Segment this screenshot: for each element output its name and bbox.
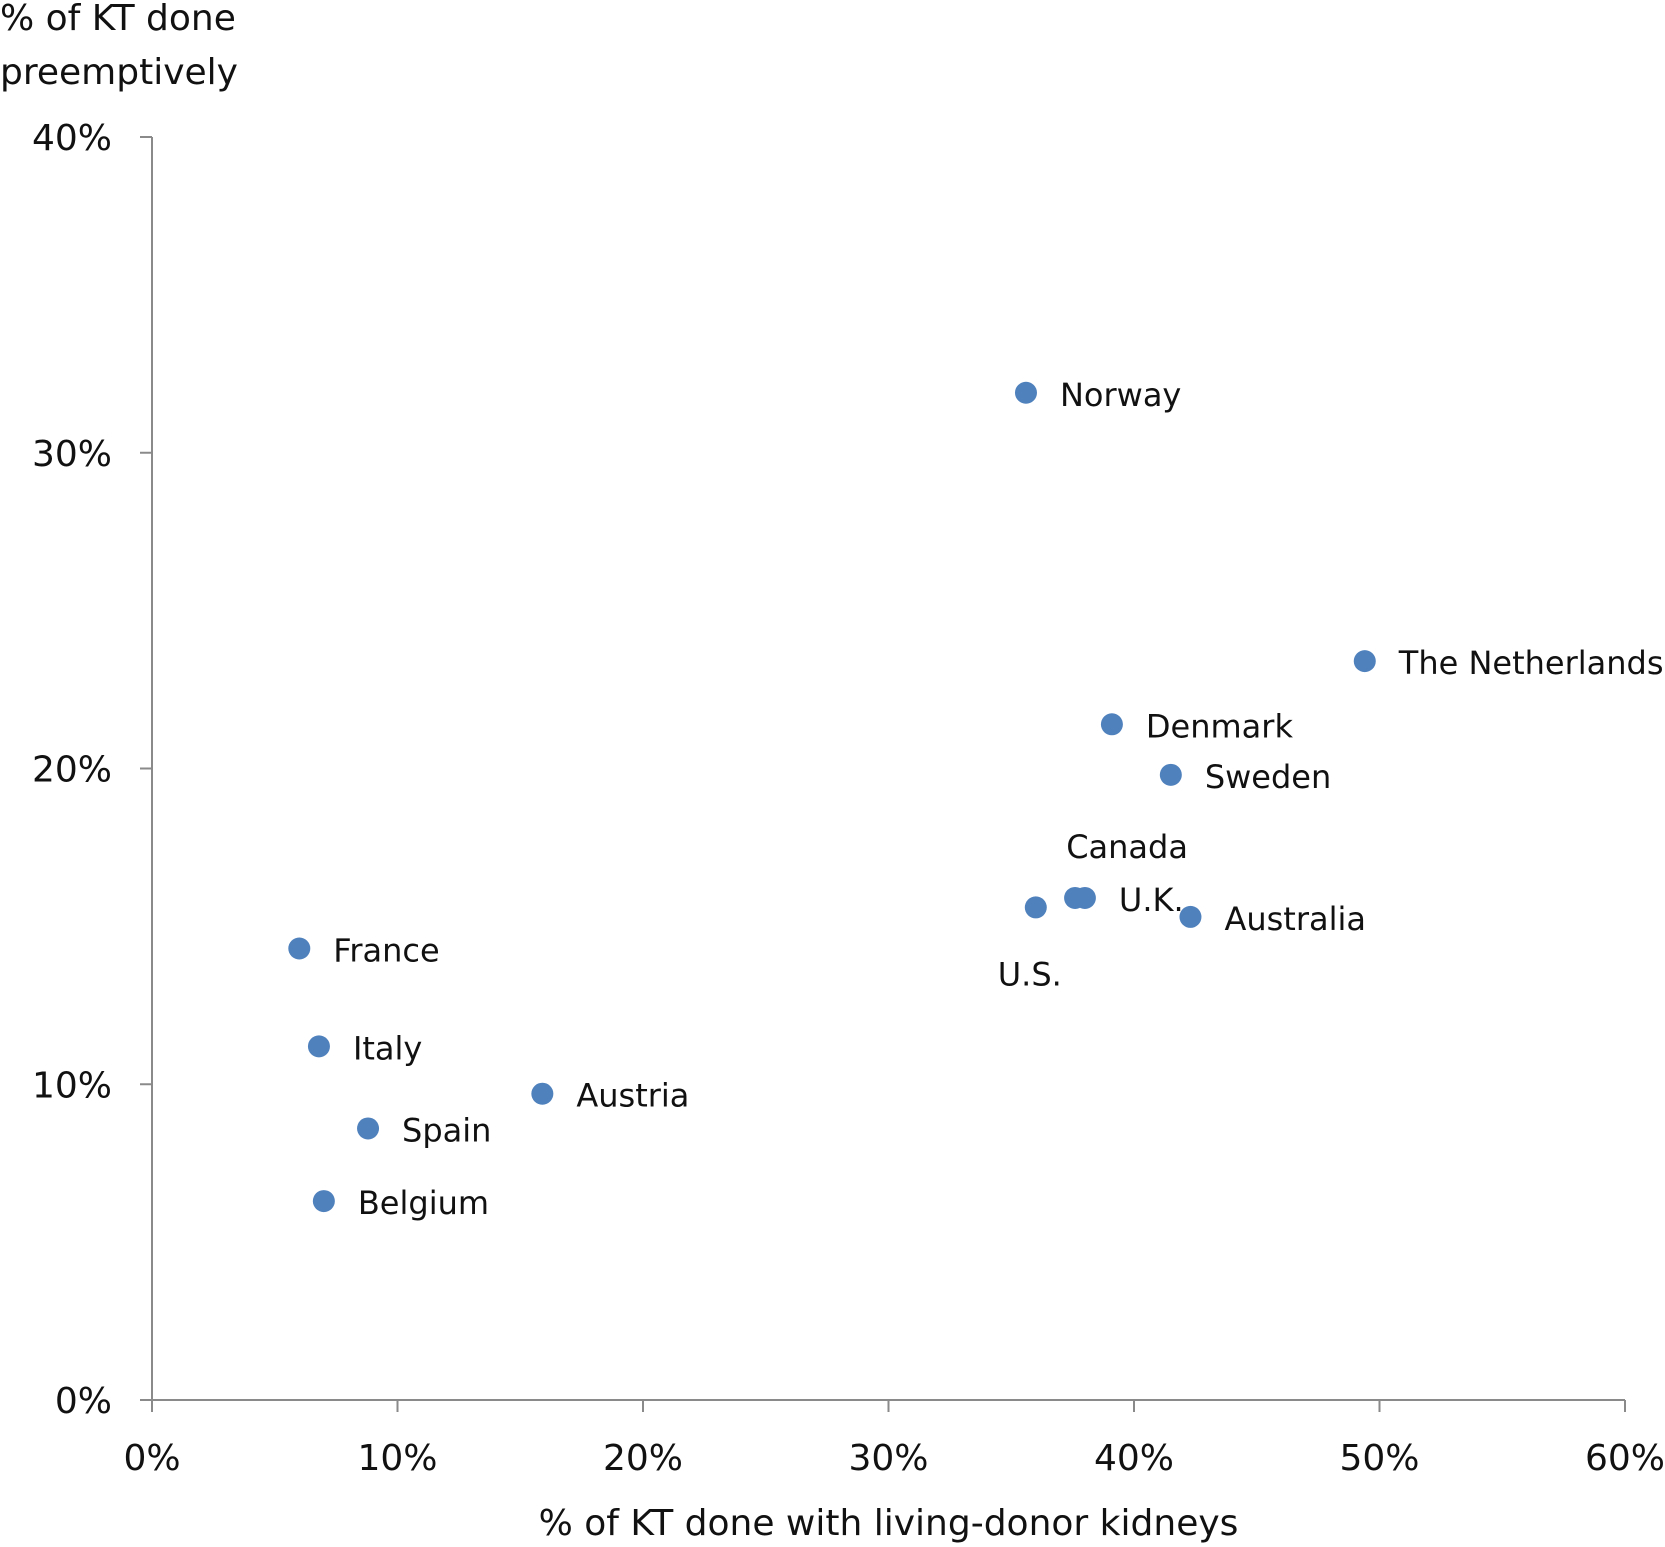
x-tick-label: 40% [1094,1438,1174,1479]
data-point-label: Denmark [1146,707,1294,745]
x-axis-title: % of KT done with living-donor kidneys [539,1503,1239,1544]
y-tick-label: 0% [55,1381,112,1422]
data-point [531,1082,554,1105]
data-point-label: Norway [1060,376,1181,414]
data-point-label: Canada [1066,828,1188,866]
data-point [1353,650,1376,673]
data-point [1100,713,1123,736]
data-point [1024,896,1047,919]
y-ticks: 0% 10% 20% 30% 40% [32,118,152,1422]
data-points [288,381,1376,1213]
y-axis-title: % of KT done preemptively [0,0,238,93]
y-tick-label: 40% [32,118,112,159]
data-point [357,1117,380,1140]
data-point-label: Belgium [358,1184,489,1222]
data-point-label: Australia [1224,900,1366,938]
x-tick-label: 60% [1585,1438,1665,1479]
y-axis-title-line-2: preemptively [0,52,238,93]
data-point [1159,763,1182,786]
data-point-label: France [333,931,439,969]
data-point-labels: Norway The Netherlands Denmark Sweden Canada… [333,376,1663,1222]
data-point-label: Austria [576,1077,689,1115]
data-point-label: Spain [402,1111,491,1149]
data-point [1073,886,1096,909]
x-tick-label: 20% [603,1438,683,1479]
y-axis-title-line-1: % of KT done [0,0,236,39]
y-tick-label: 30% [32,434,112,475]
x-tick-label: 30% [848,1438,928,1479]
data-point-label: The Netherlands [1398,644,1664,682]
y-tick-label: 20% [32,750,112,791]
data-point-label: Italy [353,1029,422,1067]
x-tick-label: 0% [123,1438,180,1479]
data-point-label: Sweden [1205,758,1331,796]
data-point-label: U.S. [998,955,1062,993]
x-tick-label: 50% [1339,1438,1419,1479]
data-point [312,1190,335,1213]
data-point-label: U.K. [1119,881,1184,919]
data-point [307,1035,330,1058]
x-ticks: 0% 10% 20% 30% 40% 50% 60% [123,1400,1665,1479]
data-point [1014,381,1037,404]
data-point [288,937,311,960]
x-tick-label: 10% [357,1438,437,1479]
y-tick-label: 10% [32,1065,112,1106]
data-point [1179,905,1202,928]
